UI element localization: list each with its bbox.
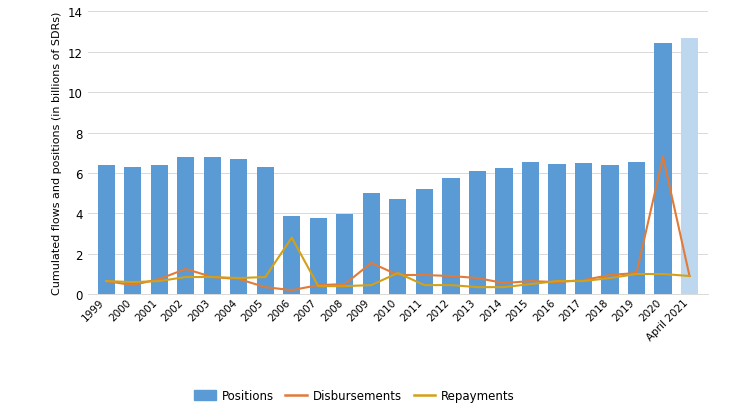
Bar [337, 215, 353, 294]
Bar [98, 166, 115, 294]
Bar [469, 171, 486, 294]
Bar [628, 162, 645, 294]
Bar [442, 179, 459, 294]
Bar [654, 43, 672, 294]
Bar [230, 160, 247, 294]
Bar [283, 217, 301, 294]
Bar [257, 168, 274, 294]
Bar [310, 219, 327, 294]
Bar [363, 194, 380, 294]
Y-axis label: Cumulated flows and positions (in billions of SDRs): Cumulated flows and positions (in billio… [52, 12, 62, 295]
Bar [602, 166, 618, 294]
Bar [522, 162, 539, 294]
Bar [416, 190, 433, 294]
Legend: Positions, Disbursements, Repayments: Positions, Disbursements, Repayments [190, 385, 519, 407]
Bar [389, 200, 407, 294]
Bar [204, 157, 221, 294]
Bar [495, 169, 512, 294]
Bar [548, 164, 566, 294]
Bar [150, 166, 168, 294]
Bar [177, 157, 194, 294]
Bar [681, 38, 698, 294]
Bar [124, 168, 142, 294]
Bar [575, 164, 592, 294]
